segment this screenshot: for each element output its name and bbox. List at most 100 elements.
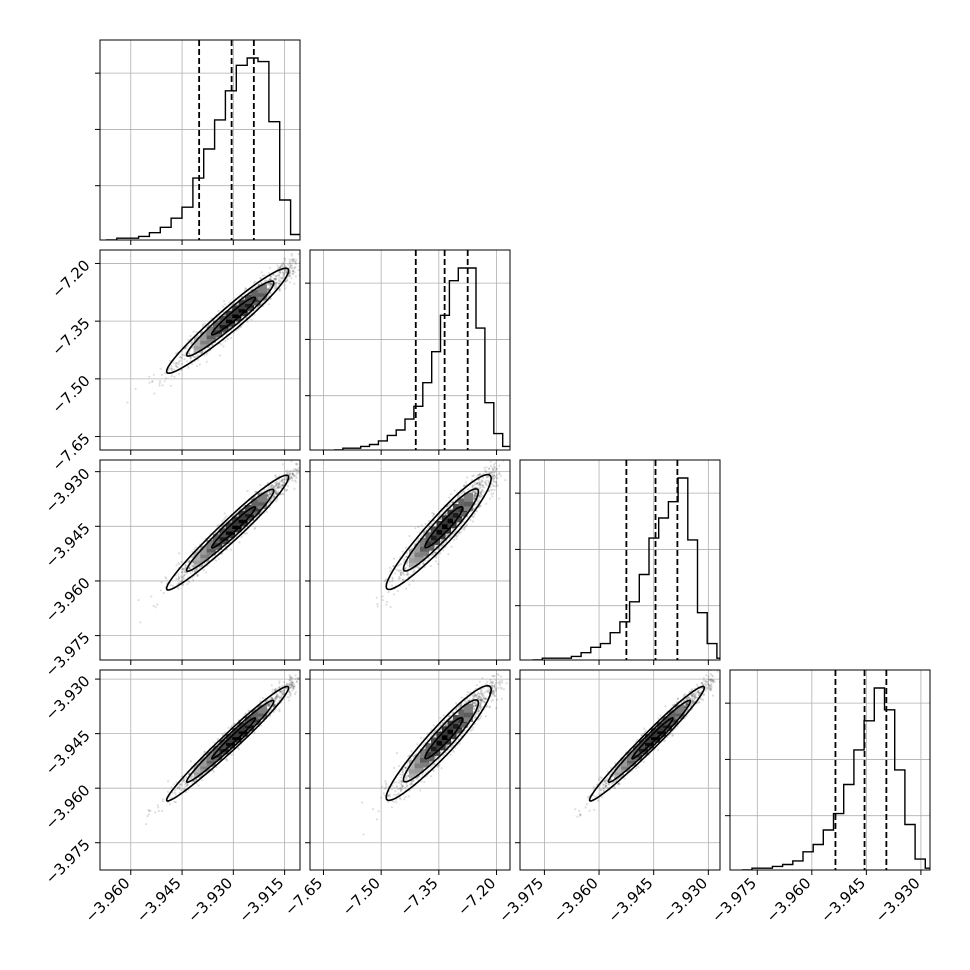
- sample-point: [416, 540, 419, 543]
- sample-point: [401, 571, 404, 574]
- contour-level-0: [210, 506, 257, 549]
- sample-point: [290, 254, 293, 257]
- sample-point: [497, 454, 499, 456]
- sample-point: [269, 284, 272, 287]
- sample-point: [273, 485, 276, 488]
- sample-point: [475, 490, 478, 493]
- sample-point: [197, 354, 200, 357]
- sample-point: [283, 257, 286, 260]
- contour-level-0: [424, 505, 464, 549]
- sample-point: [279, 486, 282, 489]
- sample-point: [163, 380, 166, 383]
- sample-point: [295, 476, 298, 480]
- sample-point: [279, 265, 282, 268]
- sample-point: [179, 359, 182, 362]
- sample-point: [274, 487, 277, 490]
- sample-point: [473, 495, 476, 498]
- sample-point: [289, 476, 293, 479]
- sample-point: [480, 484, 483, 487]
- panel-frame: [309, 459, 511, 661]
- sample-point: [289, 266, 292, 269]
- sample-point: [198, 363, 201, 366]
- sample-point: [205, 571, 208, 574]
- sample-point: [463, 528, 466, 531]
- sample-point: [401, 578, 404, 581]
- sample-point: [391, 576, 394, 579]
- sample-point: [476, 474, 479, 477]
- sample-point: [268, 501, 271, 504]
- sample-point: [182, 577, 185, 581]
- sample-point: [491, 466, 494, 469]
- sample-point: [485, 502, 488, 505]
- sample-point: [463, 484, 466, 487]
- sample-point: [268, 484, 271, 488]
- sample-point: [267, 502, 270, 505]
- sample-point: [281, 271, 284, 274]
- sample-point: [274, 474, 277, 477]
- sample-point: [276, 485, 279, 488]
- sample-point: [496, 474, 499, 477]
- sample-point: [183, 573, 186, 576]
- panel-2-1: [305, 454, 511, 665]
- sample-point: [183, 568, 186, 571]
- sample-point: [178, 581, 181, 584]
- sample-point: [189, 342, 192, 345]
- sample-point: [440, 545, 443, 548]
- sample-point: [431, 511, 434, 515]
- sample-point: [180, 560, 183, 564]
- sample-point: [481, 489, 484, 492]
- sample-point: [273, 285, 276, 288]
- sample-point: [268, 493, 271, 496]
- sample-point: [281, 484, 285, 487]
- sample-point: [159, 379, 162, 383]
- density-cell: [447, 519, 457, 528]
- sample-point: [448, 496, 451, 499]
- sample-point: [480, 479, 483, 482]
- sample-point: [480, 490, 483, 493]
- sample-point: [497, 457, 499, 459]
- sample-point: [291, 479, 294, 482]
- sample-point: [269, 292, 272, 295]
- sample-point: [286, 488, 289, 491]
- sample-point: [285, 269, 288, 272]
- sample-point: [152, 373, 155, 376]
- sample-point: [182, 353, 185, 356]
- sample-point: [189, 572, 192, 575]
- sample-point: [478, 482, 481, 485]
- sample-point: [278, 266, 281, 269]
- sample-point: [274, 283, 277, 286]
- sample-point: [274, 484, 277, 488]
- y-tick-label: −7.35: [48, 314, 93, 359]
- sample-point: [266, 494, 270, 497]
- sample-point: [292, 273, 295, 276]
- density-cell: [447, 509, 457, 519]
- sample-point: [440, 540, 443, 543]
- sample-point: [182, 584, 185, 587]
- sample-point: [191, 345, 195, 349]
- sample-point: [275, 283, 278, 286]
- sample-point: [445, 535, 448, 538]
- sample-point: [452, 500, 455, 503]
- sample-point: [491, 483, 494, 486]
- sample-point: [285, 279, 289, 282]
- sample-point: [496, 484, 499, 487]
- sample-point: [437, 547, 440, 550]
- sample-point: [169, 359, 172, 363]
- sample-point: [472, 494, 475, 497]
- sample-point: [281, 492, 284, 495]
- sample-point: [177, 575, 180, 578]
- sample-point: [263, 274, 266, 277]
- sample-point: [295, 472, 299, 475]
- sample-point: [477, 484, 480, 487]
- sample-point: [185, 571, 188, 575]
- sample-point: [252, 497, 255, 500]
- sample-point: [294, 261, 297, 264]
- sample-point: [291, 472, 294, 475]
- sample-point: [403, 558, 406, 561]
- sample-point: [471, 478, 474, 482]
- sample-point: [160, 581, 163, 584]
- sample-point: [281, 480, 284, 483]
- sample-point: [492, 484, 495, 487]
- sample-point: [448, 536, 451, 539]
- sample-point: [392, 557, 395, 560]
